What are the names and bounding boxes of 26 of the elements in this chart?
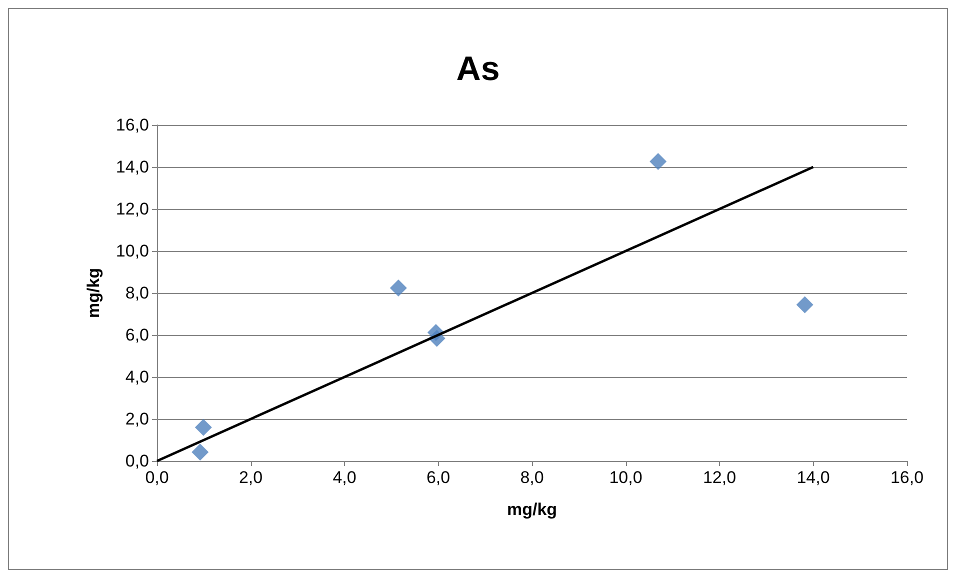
x-tick-label: 0,0 <box>145 468 169 487</box>
y-tick-label: 4,0 <box>125 368 149 386</box>
point <box>192 444 209 461</box>
y-tick-label: 8,0 <box>125 284 149 302</box>
x-tick-label: 14,0 <box>796 468 830 487</box>
point <box>650 153 667 170</box>
chart-title: As <box>456 50 500 88</box>
x-axis-title: mg/kg <box>506 500 558 519</box>
point <box>194 418 212 436</box>
x-tick-label: 4,0 <box>332 468 356 487</box>
point <box>390 279 407 296</box>
point <box>796 296 814 314</box>
y-tick-label: 0,0 <box>125 452 149 470</box>
y-tick-label: 10,0 <box>116 242 149 260</box>
x-tick-label: 6,0 <box>426 468 450 487</box>
y-tick-label: 14,0 <box>116 158 149 176</box>
y-tick-label: 6,0 <box>125 326 149 344</box>
y-tick-label: 16,0 <box>116 116 149 134</box>
x-tick-label: 10,0 <box>609 468 642 487</box>
y-axis-title: mg/kg <box>84 268 103 318</box>
y-tick-label: 12,0 <box>116 200 149 218</box>
x-tick-label: 12,0 <box>702 468 736 487</box>
x-tick-label: 2,0 <box>238 468 263 487</box>
x-tick-label: 8,0 <box>520 468 544 487</box>
y-tick-label: 2,0 <box>125 410 149 428</box>
x-tick-label: 16,0 <box>890 468 924 487</box>
